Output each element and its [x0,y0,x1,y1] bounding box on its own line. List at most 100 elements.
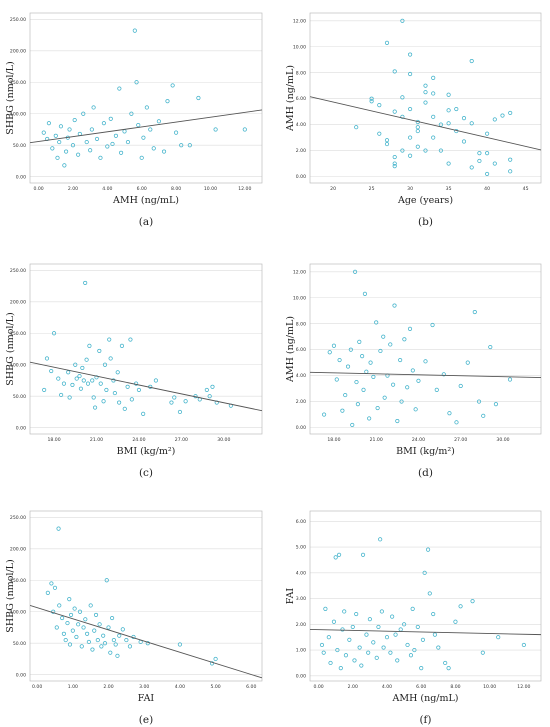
y-tick-label: 0.00 [16,174,26,180]
data-point [187,143,192,148]
data-point [177,642,182,647]
data-point [101,121,106,126]
data-point [405,642,410,648]
data-point [408,71,413,77]
data-point [70,628,75,633]
plot-frame [309,263,542,435]
data-point [338,666,343,671]
data-point [431,114,436,119]
data-point [422,570,427,575]
data-point [102,641,108,646]
x-tick-label: 0.00 [32,684,42,690]
data-point [93,612,99,617]
y-tick-label: 10.00 [293,295,306,301]
data-point [416,378,421,383]
data-point [447,411,452,416]
y-tick-label: 150.00 [10,331,26,337]
y-axis-label: SHBG (nmol/L) [5,312,16,385]
fit-line [310,96,541,151]
data-point [423,90,428,95]
y-tick-label: 0.00 [16,672,26,678]
data-point [337,552,342,557]
data-point [125,384,130,389]
data-point [425,547,431,552]
data-point [136,122,141,128]
data-point [148,127,153,132]
data-point [74,634,79,640]
data-point [122,129,127,134]
data-point [104,387,109,393]
data-point [322,412,327,417]
data-point [97,348,102,353]
fit-line [30,109,262,144]
y-tick-label: 6.00 [296,347,306,353]
x-axis-label: BMI (kg/m²) [117,446,176,457]
data-point [326,635,331,640]
data-point [443,660,448,666]
data-point [488,344,493,350]
data-point [165,99,170,104]
data-point [70,382,75,387]
data-point [415,624,420,629]
data-point [391,382,396,387]
data-point [476,399,482,404]
data-point [170,83,175,88]
panel-label: (e) [139,714,153,726]
data-point [342,609,347,614]
y-tick-label: 0.00 [296,425,306,431]
data-point [438,148,443,153]
y-tick-label: 8.00 [296,70,306,76]
data-point [357,645,362,650]
data-point [45,590,50,595]
data-point [88,603,93,608]
data-point [408,106,413,112]
x-tick-label: 27.00 [454,437,467,443]
fit-line [30,605,262,679]
data-point [81,625,86,630]
data-point [377,131,382,136]
data-point [89,127,94,132]
y-tick-label: 6.00 [296,96,306,102]
data-point [453,619,458,624]
data-point [384,40,390,45]
x-tick-label: 10.00 [483,684,496,690]
data-point [132,28,137,33]
data-point [392,154,397,160]
y-tick-label: 12.00 [293,18,306,24]
data-point [382,395,387,400]
data-point [360,552,366,557]
data-point [56,376,61,381]
data-point [375,405,380,411]
data-point [98,155,103,160]
data-point [377,103,382,108]
data-point [328,660,333,666]
data-point [354,125,359,130]
data-point [44,356,50,361]
data-point [85,631,90,636]
y-axis-label: SHBG (nmol/L) [5,61,16,134]
data-point [108,356,113,361]
panel-f: 0.00 1.00 2.00 3.00 4.00 5.00 6.00 0.00 2.00 4.00… [285,510,542,726]
data-point [362,291,368,296]
y-axis-label: SHBG (nmol/L) [5,559,16,632]
data-point [348,347,353,352]
data-point [347,637,352,642]
data-point [367,416,372,421]
plot-frame [309,510,542,682]
y-tick-label: 200.00 [10,546,26,552]
data-point [343,653,349,658]
data-point [115,653,120,658]
data-point [85,381,91,386]
data-point [91,395,96,400]
data-point [423,100,428,105]
y-tick-label: 0.00 [296,174,306,180]
data-point [345,364,351,369]
fit-line [310,629,541,636]
data-point [434,387,439,392]
data-point [101,633,106,638]
data-point [173,130,179,135]
y-tick-label: 12.00 [293,269,306,275]
data-point [90,647,95,652]
data-point [57,603,62,608]
x-tick-label: 4.00 [382,684,392,690]
